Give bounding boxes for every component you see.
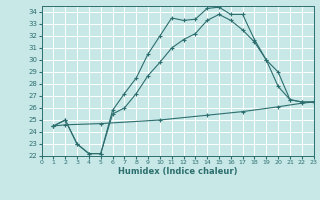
X-axis label: Humidex (Indice chaleur): Humidex (Indice chaleur) (118, 167, 237, 176)
